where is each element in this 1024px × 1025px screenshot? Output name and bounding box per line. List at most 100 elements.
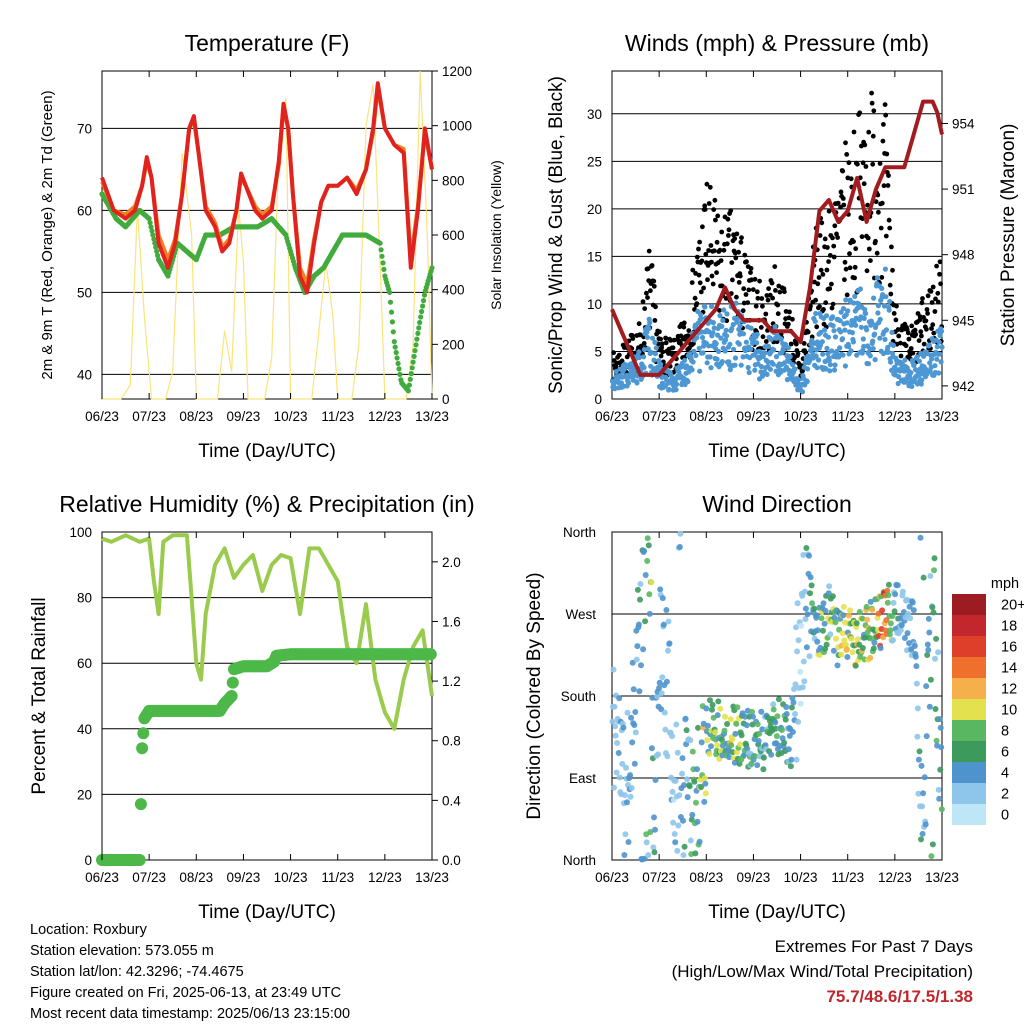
wind-point [782,341,789,347]
x-axis-label: Time (Day/UTC) [198,441,336,462]
dewpoint-point [419,308,425,315]
wind-point [648,349,654,355]
gust-point [630,336,636,341]
direction-point [932,655,938,662]
wind-point [934,356,940,362]
legend-label: 10 [1001,703,1017,719]
wind-point [765,359,771,365]
direction-point [806,552,812,559]
wind-point [715,332,721,338]
wind-point [691,348,697,354]
wind-point [860,336,866,342]
direction-point [844,654,851,660]
direction-point [924,641,931,648]
gust-point [820,272,826,277]
gust-point [702,203,708,209]
gust-point [739,235,744,241]
gust-point [832,223,838,229]
wind-point [641,365,647,371]
direction-point [842,641,849,648]
gust-point [929,300,935,305]
gust-point [748,266,754,271]
y2-tick-label: 942 [952,379,975,394]
gust-point [931,330,937,336]
gust-point [864,268,870,274]
wind-point [754,331,760,337]
direction-point [743,722,750,729]
direction-point [637,596,643,603]
gust-point [842,277,847,283]
direction-point [845,612,852,619]
wind-point [846,343,852,350]
direction-point [907,615,914,622]
y-tick-label: 20 [77,787,92,802]
gust-point [882,102,888,107]
gust-point [740,308,746,314]
gust-point [844,152,850,157]
direction-point [701,798,708,805]
direction-point [645,542,652,549]
gust-point [896,333,902,339]
direction-point [935,786,942,793]
wind-point [938,359,944,365]
direction-point [799,684,806,691]
wind-point [715,348,722,354]
gust-point [935,299,941,305]
direction-point [867,598,874,605]
wind-point [877,335,883,341]
wind-point [718,335,724,341]
direction-point [781,739,788,746]
direction-point [792,681,799,688]
wind-point [881,303,888,309]
direction-point [724,721,731,727]
direction-point [676,544,683,550]
direction-point [665,618,672,625]
legend-title: mph [991,576,1019,592]
gust-point [611,350,616,356]
wind-point [831,367,838,373]
gust-point [825,245,830,250]
direction-point [794,648,801,655]
gust-point [619,358,625,364]
gust-point [826,208,832,214]
wind-point [849,330,856,336]
direction-point [721,727,728,734]
direction-point [636,688,643,695]
direction-point [689,748,696,755]
direction-point [729,749,736,756]
gust-point [866,246,872,252]
gust-point [860,160,866,166]
direction-point [627,772,634,779]
direction-point [887,627,894,634]
wind-point [827,362,833,368]
wind-point [652,351,659,357]
gust-point [763,311,769,317]
gust-point [898,340,903,346]
legend-label: 0 [1001,808,1009,824]
gust-point [855,161,860,167]
gust-point [697,280,703,286]
direction-point [652,777,659,783]
x-tick-label: 11/23 [831,409,864,424]
x-tick-label: 08/23 [179,409,213,424]
dewpoint-point [418,314,424,320]
dewpoint-point [414,336,420,342]
gust-point [663,335,668,341]
direction-point [889,613,896,619]
gust-point [805,329,811,335]
gust-point [929,326,934,331]
dewpoint-point [377,240,383,246]
gust-point [741,286,747,292]
direction-point [655,751,662,758]
wind-point [682,357,688,363]
gust-point [758,325,764,330]
station-elevation: Station elevation: 573.055 m [30,943,214,959]
wind-point [698,312,704,318]
direction-point [684,776,691,783]
direction-point [820,600,827,607]
direction-point [663,678,670,685]
wind-point [706,343,712,349]
direction-point [704,722,711,729]
direction-point [800,552,807,558]
wind-point [773,354,780,360]
